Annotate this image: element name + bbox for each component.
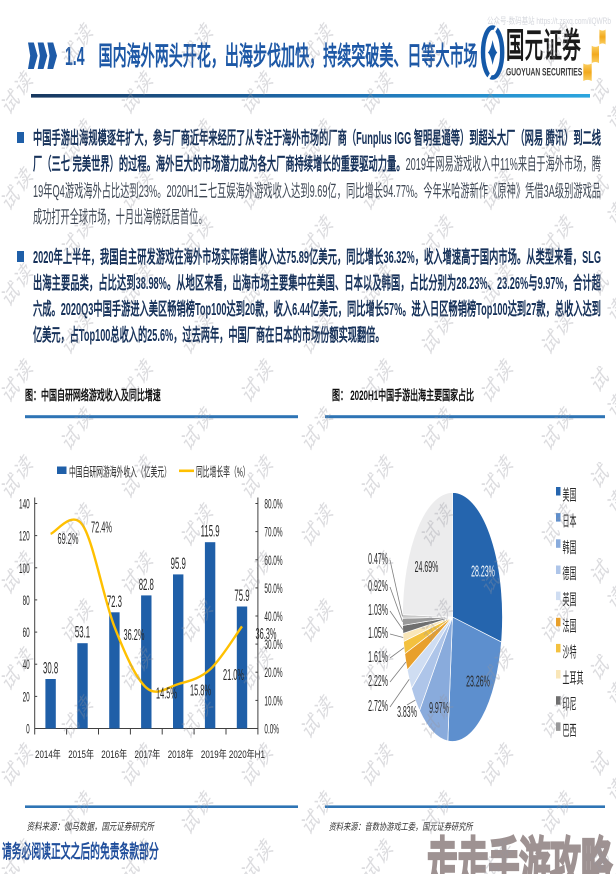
svg-text:60.0%: 60.0% (264, 553, 282, 568)
svg-text:0: 0 (26, 722, 30, 737)
svg-text:36.3%: 36.3% (256, 625, 277, 643)
svg-text:95.9: 95.9 (171, 554, 186, 573)
svg-text:20: 20 (23, 690, 30, 705)
svg-text:53.1: 53.1 (75, 622, 90, 641)
svg-text:140: 140 (19, 497, 30, 512)
svg-text:60: 60 (23, 626, 30, 641)
svg-text:82.8: 82.8 (139, 575, 154, 594)
svg-text:美国: 美国 (563, 486, 577, 504)
svg-text:2014年: 2014年 (35, 748, 61, 762)
svg-text:50.0%: 50.0% (264, 581, 282, 596)
svg-text:69.2%: 69.2% (58, 530, 79, 548)
svg-text:36.2%: 36.2% (124, 626, 145, 644)
svg-text:国元证券: 国元证券 (506, 26, 581, 65)
svg-text:1.03%: 1.03% (368, 601, 388, 619)
svg-text:30.0%: 30.0% (264, 638, 282, 653)
svg-text:资料来源：音数协游戏工委，国元证券研究所: 资料来源：音数协游戏工委，国元证券研究所 (329, 821, 474, 832)
svg-text:日本: 日本 (563, 512, 577, 530)
svg-text:115.9: 115.9 (201, 521, 220, 540)
svg-text:20.0%: 20.0% (264, 666, 282, 681)
svg-text:英国: 英国 (563, 591, 577, 609)
svg-text:GUOYUAN SECURITIES: GUOYUAN SECURITIES (506, 66, 582, 78)
svg-text:图： 2020H1中国手游出海主要国家占比: 图： 2020H1中国手游出海主要国家占比 (332, 387, 474, 404)
svg-text:75.9: 75.9 (234, 586, 249, 605)
svg-text:德国: 德国 (563, 564, 577, 582)
svg-text:30.8: 30.8 (43, 658, 58, 677)
svg-text:1.4 国内海外两头开花，出海步伐加快，持续突破美、日等大市: 1.4 国内海外两头开花，出海步伐加快，持续突破美、日等大市场 (65, 41, 478, 71)
svg-text:印尼: 印尼 (563, 696, 577, 713)
svg-text:2017年: 2017年 (135, 748, 161, 762)
svg-text:2.22%: 2.22% (368, 672, 388, 690)
svg-text:80.0%: 80.0% (264, 497, 282, 512)
svg-text:9.97%: 9.97% (429, 699, 449, 717)
svg-text:2015年: 2015年 (68, 748, 94, 762)
svg-text:0.47%: 0.47% (368, 550, 388, 568)
svg-text:40.0%: 40.0% (264, 609, 282, 624)
svg-text:40: 40 (23, 658, 30, 673)
svg-text:120: 120 (19, 529, 30, 544)
svg-text:28.23%: 28.23% (471, 562, 495, 580)
svg-text:1.61%: 1.61% (368, 648, 388, 666)
svg-text:1.05%: 1.05% (368, 624, 388, 642)
svg-text:2.72%: 2.72% (368, 697, 388, 715)
svg-text:法国: 法国 (563, 617, 577, 635)
svg-text:0.92%: 0.92% (368, 577, 388, 595)
svg-text:100: 100 (19, 561, 30, 576)
svg-text:巴西: 巴西 (563, 724, 577, 739)
svg-text:韩国: 韩国 (563, 538, 577, 556)
svg-text:2018年: 2018年 (168, 748, 194, 762)
svg-text:2020年H1: 2020年H1 (229, 748, 265, 762)
svg-text:70.0%: 70.0% (264, 525, 282, 540)
svg-text:24.69%: 24.69% (415, 558, 439, 576)
svg-text:公众号-数码基站 https://t.zsxq.com/il: 公众号-数码基站 https://t.zsxq.com/ilQWRb (487, 15, 611, 27)
svg-text:图：中国自研网络游戏收入及同比增速: 图：中国自研网络游戏收入及同比增速 (25, 387, 161, 404)
svg-text:72.4%: 72.4% (91, 518, 112, 536)
svg-text:23.26%: 23.26% (466, 672, 490, 690)
svg-text:2019年: 2019年 (201, 748, 227, 762)
svg-text:土耳其: 土耳其 (563, 670, 584, 687)
svg-text:沙特: 沙特 (563, 643, 577, 661)
svg-text:15.8%: 15.8% (190, 681, 211, 699)
svg-text:中国自研网游海外收入（亿美元）: 中国自研网游海外收入（亿美元） (69, 464, 171, 480)
svg-text:10.0%: 10.0% (264, 694, 282, 709)
svg-text:21.0%: 21.0% (223, 666, 244, 684)
svg-text:2016年: 2016年 (101, 748, 127, 762)
svg-text:72.3: 72.3 (107, 591, 122, 610)
svg-text:资料来源：伽马数据，国元证券研究所: 资料来源：伽马数据，国元证券研究所 (27, 821, 156, 832)
svg-text:同比增长率（%）: 同比增长率（%） (196, 464, 250, 480)
svg-text:0.0%: 0.0% (264, 722, 279, 737)
svg-text:80: 80 (23, 593, 30, 608)
svg-text:14.5%: 14.5% (156, 684, 177, 702)
svg-text:3.83%: 3.83% (397, 703, 417, 721)
